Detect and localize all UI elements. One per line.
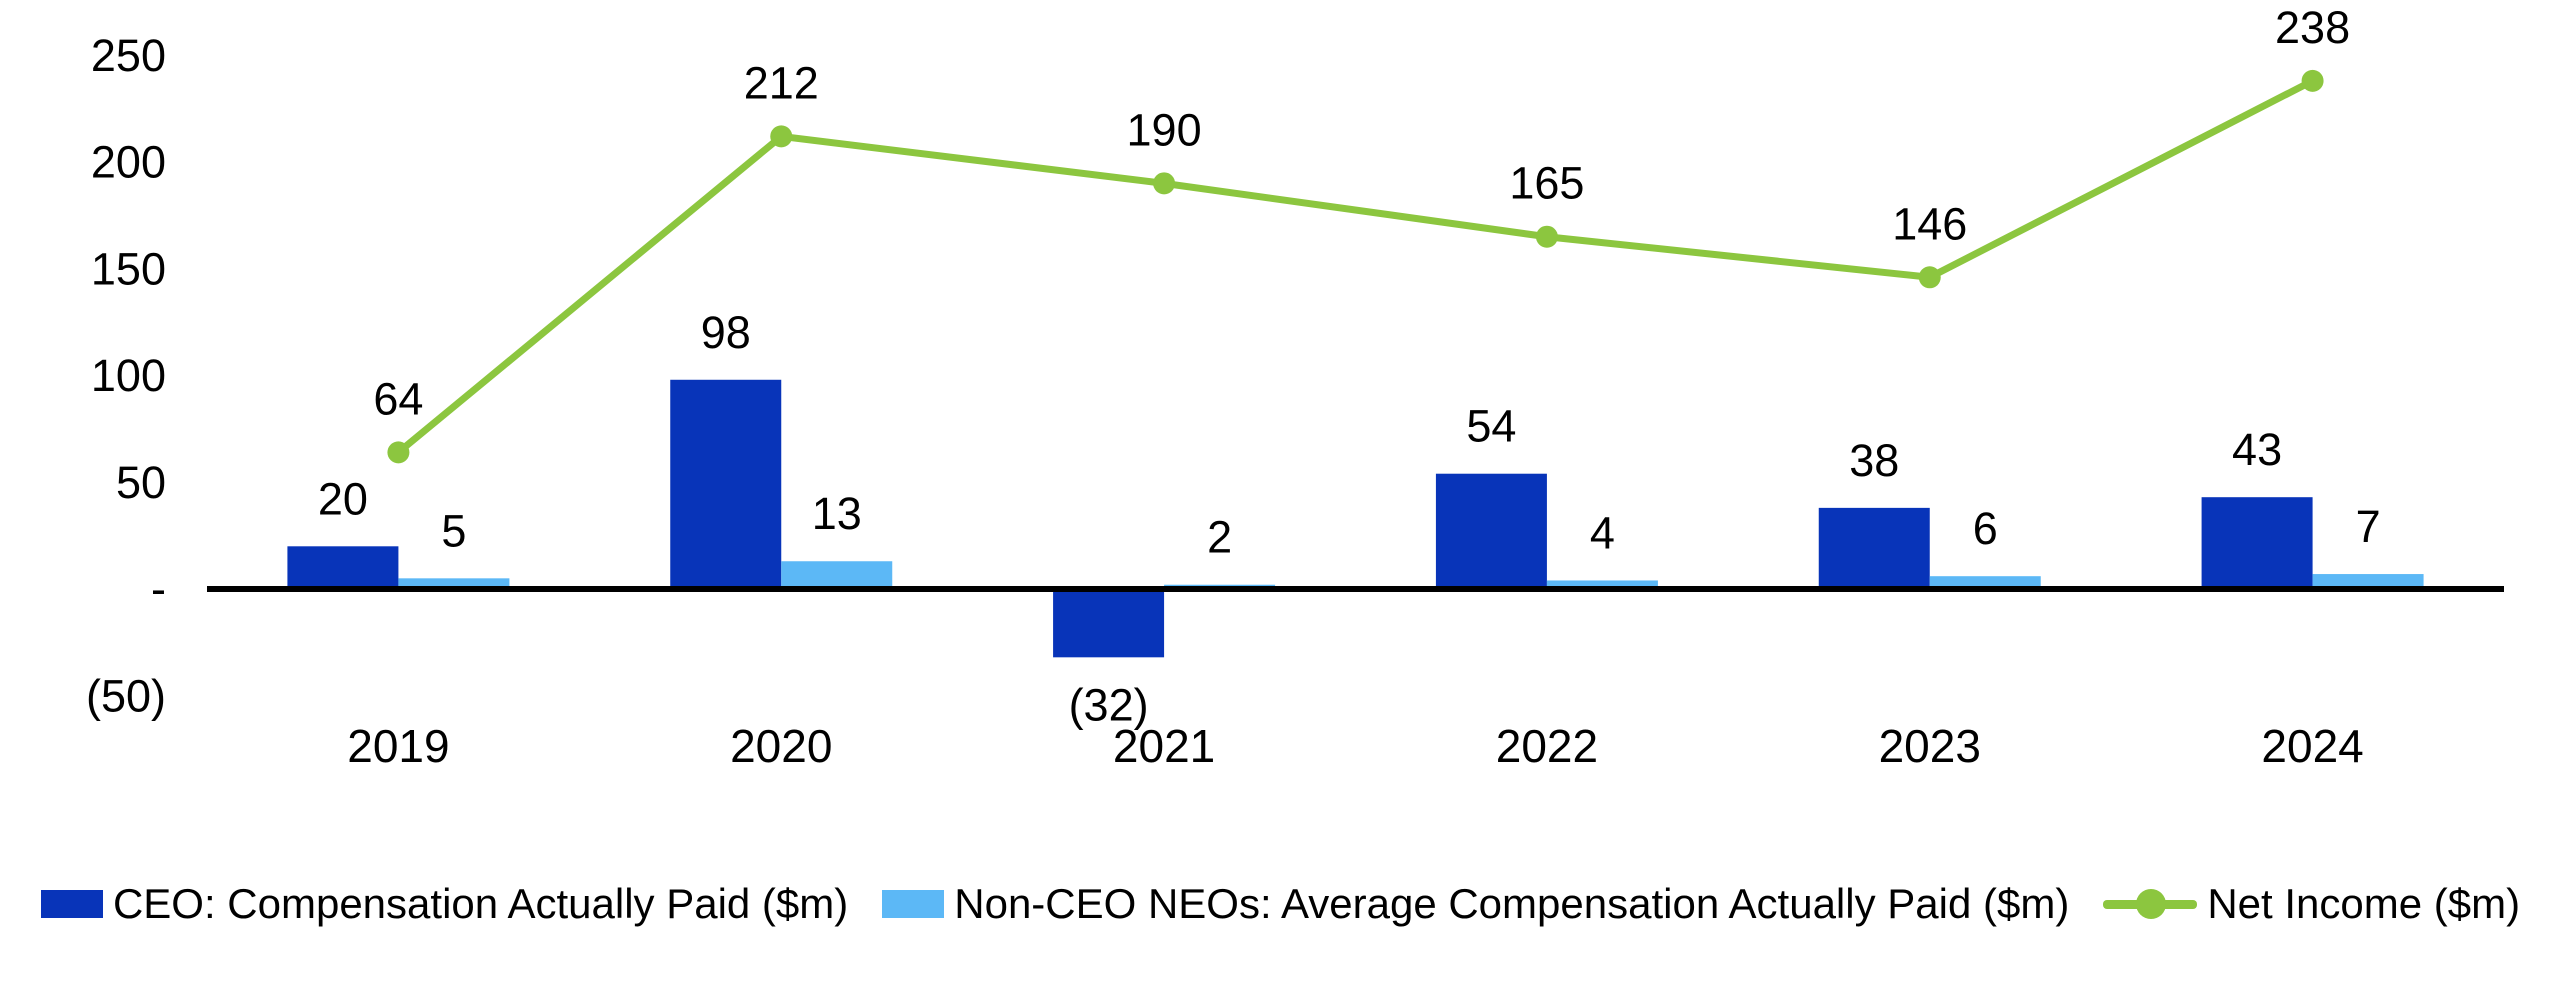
legend-label-ceo-compensation: CEO: Compensation Actually Paid ($m) [112,880,849,927]
data-label-nonceo-2021: 2 [1207,512,1232,563]
y-tick-label--50: (50) [86,670,166,721]
net-income-line-marker-icon [2103,887,2198,921]
data-label-netincome-2019: 64 [373,373,423,424]
net-income-point-2024 [2301,69,2324,92]
combo-chart-canvas: 250 200 150 100 50 - (50) 2019 2020 2021 2022 2023 2… [86,2,2504,772]
y-axis-tick-labels: 250 200 150 100 50 - (50) [86,30,166,722]
bar-nonceo-2023 [1929,576,2041,589]
bar-ceo-2019 [287,546,399,589]
chart-legend: CEO: Compensation Actually Paid ($m) Non… [0,880,2561,928]
legend-item-ceo-compensation: CEO: Compensation Actually Paid ($m) [40,880,849,928]
legend-item-net-income: Net Income ($m) [2103,880,2520,928]
data-label-ceo-2022: 54 [1466,401,1516,452]
data-label-netincome-2024: 238 [2275,2,2350,53]
x-category-label-2019: 2019 [347,720,449,772]
legend-label-nonceo-compensation: Non-CEO NEOs: Average Compensation Actua… [954,880,2070,927]
data-label-netincome-2022: 165 [1509,158,1584,209]
bar-ceo-2023 [1818,507,1930,589]
bar-ceo-2020 [670,379,782,589]
y-tick-label-50: 50 [116,457,166,508]
bar-nonceo-2020 [781,561,893,589]
data-label-ceo-2021: (32) [1069,679,1149,730]
x-category-label-2021: 2021 [1113,720,1215,772]
bar-ceo-2022 [1435,473,1547,589]
bar-nonceo-2024 [2312,574,2424,589]
bar-nonceo-2019 [398,578,510,589]
data-label-nonceo-2024: 7 [2356,501,2381,552]
data-label-netincome-2020: 212 [744,57,819,108]
data-label-netincome-2021: 190 [1127,104,1202,155]
legend-item-nonceo-compensation: Non-CEO NEOs: Average Compensation Actua… [882,880,2069,928]
x-category-label-2024: 2024 [2261,720,2363,772]
net-income-dot-icon [2136,889,2167,919]
y-tick-label-150: 150 [91,243,166,294]
y-tick-label-0: - [151,564,166,615]
net-income-line [394,77,2317,456]
net-income-point-2019 [387,441,410,464]
bar-ceo-2024 [2201,497,2313,589]
bar-ceo-2021 [1053,589,1165,658]
x-category-label-2023: 2023 [1879,720,1981,772]
x-category-label-2020: 2020 [730,720,832,772]
y-tick-label-250: 250 [91,30,166,81]
data-label-ceo-2023: 38 [1849,435,1899,486]
y-tick-label-200: 200 [91,137,166,188]
data-label-nonceo-2020: 13 [812,488,862,539]
data-label-netincome-2023: 146 [1892,198,1967,249]
legend-label-net-income: Net Income ($m) [2207,880,2521,927]
data-label-ceo-2024: 43 [2232,424,2282,475]
nonceo-bar-swatch-icon [882,890,945,918]
data-label-ceo-2020: 98 [701,307,751,358]
data-label-nonceo-2022: 4 [1590,507,1615,558]
bar-nonceo-2022 [1546,580,1658,589]
net-income-point-2023 [1918,266,1941,289]
data-label-nonceo-2023: 6 [1973,503,1998,554]
x-category-label-2022: 2022 [1496,720,1598,772]
bars-layer [287,379,2424,658]
ceo-bar-swatch-icon [40,890,103,918]
net-income-point-2021 [1153,172,1176,195]
data-label-nonceo-2019: 5 [441,505,466,556]
net-income-point-2020 [770,125,793,148]
data-label-ceo-2019: 20 [318,473,368,524]
y-tick-label-100: 100 [91,350,166,401]
net-income-point-2022 [1535,225,1558,248]
